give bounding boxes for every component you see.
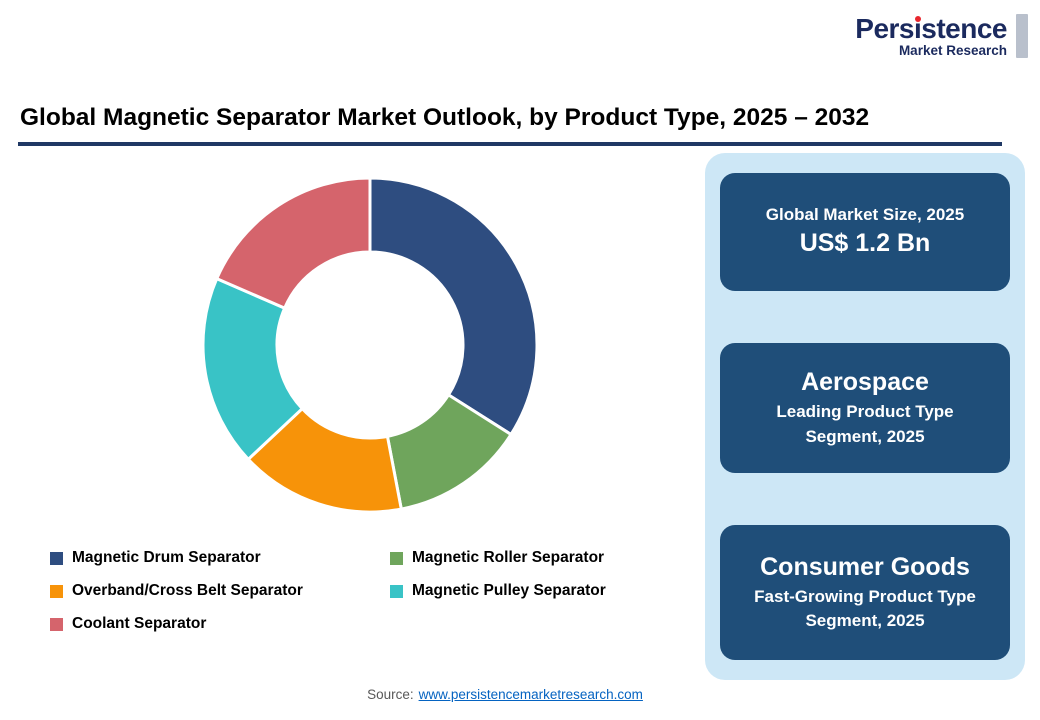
market-size-value: US$ 1.2 Bn bbox=[799, 229, 931, 258]
logo-gray-bar bbox=[1016, 14, 1028, 59]
logo-wordmark-part1: Pers bbox=[855, 13, 914, 44]
legend-label: Overband/Cross Belt Separator bbox=[72, 582, 303, 599]
legend-label: Coolant Separator bbox=[72, 615, 207, 632]
legend-label: Magnetic Roller Separator bbox=[412, 549, 605, 566]
donut-segment-3 bbox=[201, 277, 304, 461]
legend-swatch-blue bbox=[50, 551, 63, 565]
fast-growing-segment-caption: Fast-Growing Product Type Segment, 2025 bbox=[754, 586, 976, 631]
leading-segment-caption: Leading Product Type Segment, 2025 bbox=[776, 402, 954, 446]
donut-chart bbox=[170, 145, 570, 545]
logo-wordmark-i-red-dot: i bbox=[914, 13, 922, 44]
donut-segment-4 bbox=[215, 176, 372, 310]
legend-swatch-teal bbox=[390, 584, 403, 598]
legend-swatch-orange bbox=[50, 584, 63, 598]
logo-wordmark-part2: stence bbox=[921, 13, 1007, 44]
chart-legend: Magnetic Drum Separator Magnetic Roller … bbox=[50, 549, 710, 633]
legend-item-coolant: Coolant Separator bbox=[50, 615, 390, 633]
legend-item-overband-cross-belt: Overband/Cross Belt Separator bbox=[50, 582, 390, 600]
legend-label: Magnetic Pulley Separator bbox=[412, 582, 606, 599]
legend-item-magnetic-pulley: Magnetic Pulley Separator bbox=[390, 582, 710, 600]
legend-swatch-green bbox=[390, 551, 403, 565]
market-size-card: Global Market Size, 2025 US$ 1.2 Bn bbox=[720, 173, 1010, 291]
logo-text: Persistence Market Research bbox=[855, 14, 1007, 59]
source-line: Source: www.persistencemarketresearch.com bbox=[0, 687, 1010, 702]
source-link[interactable]: www.persistencemarketresearch.com bbox=[418, 687, 643, 702]
legend-label: Magnetic Drum Separator bbox=[72, 549, 261, 566]
fast-growing-segment-card: Consumer Goods Fast-Growing Product Type… bbox=[720, 525, 1010, 660]
title-underline bbox=[18, 142, 1002, 146]
highlights-panel: Global Market Size, 2025 US$ 1.2 Bn Aero… bbox=[705, 153, 1025, 680]
leading-segment-card: Aerospace Leading Product Type Segment, … bbox=[720, 343, 1010, 473]
legend-swatch-coral bbox=[50, 617, 63, 631]
logo-tagline: Market Research bbox=[898, 43, 1007, 59]
market-size-label: Global Market Size, 2025 bbox=[765, 204, 965, 224]
logo-wordmark: Persistence bbox=[855, 14, 1007, 43]
legend-item-magnetic-drum: Magnetic Drum Separator bbox=[50, 549, 390, 567]
donut-segment-0 bbox=[368, 176, 539, 436]
page-title: Global Magnetic Separator Market Outlook… bbox=[20, 104, 870, 131]
fast-growing-segment-name: Consumer Goods bbox=[760, 552, 970, 581]
logo: Persistence Market Research bbox=[855, 14, 1028, 59]
legend-item-magnetic-roller: Magnetic Roller Separator bbox=[390, 549, 710, 567]
leading-segment-name: Aerospace bbox=[801, 368, 929, 397]
source-label: Source: bbox=[367, 687, 414, 702]
